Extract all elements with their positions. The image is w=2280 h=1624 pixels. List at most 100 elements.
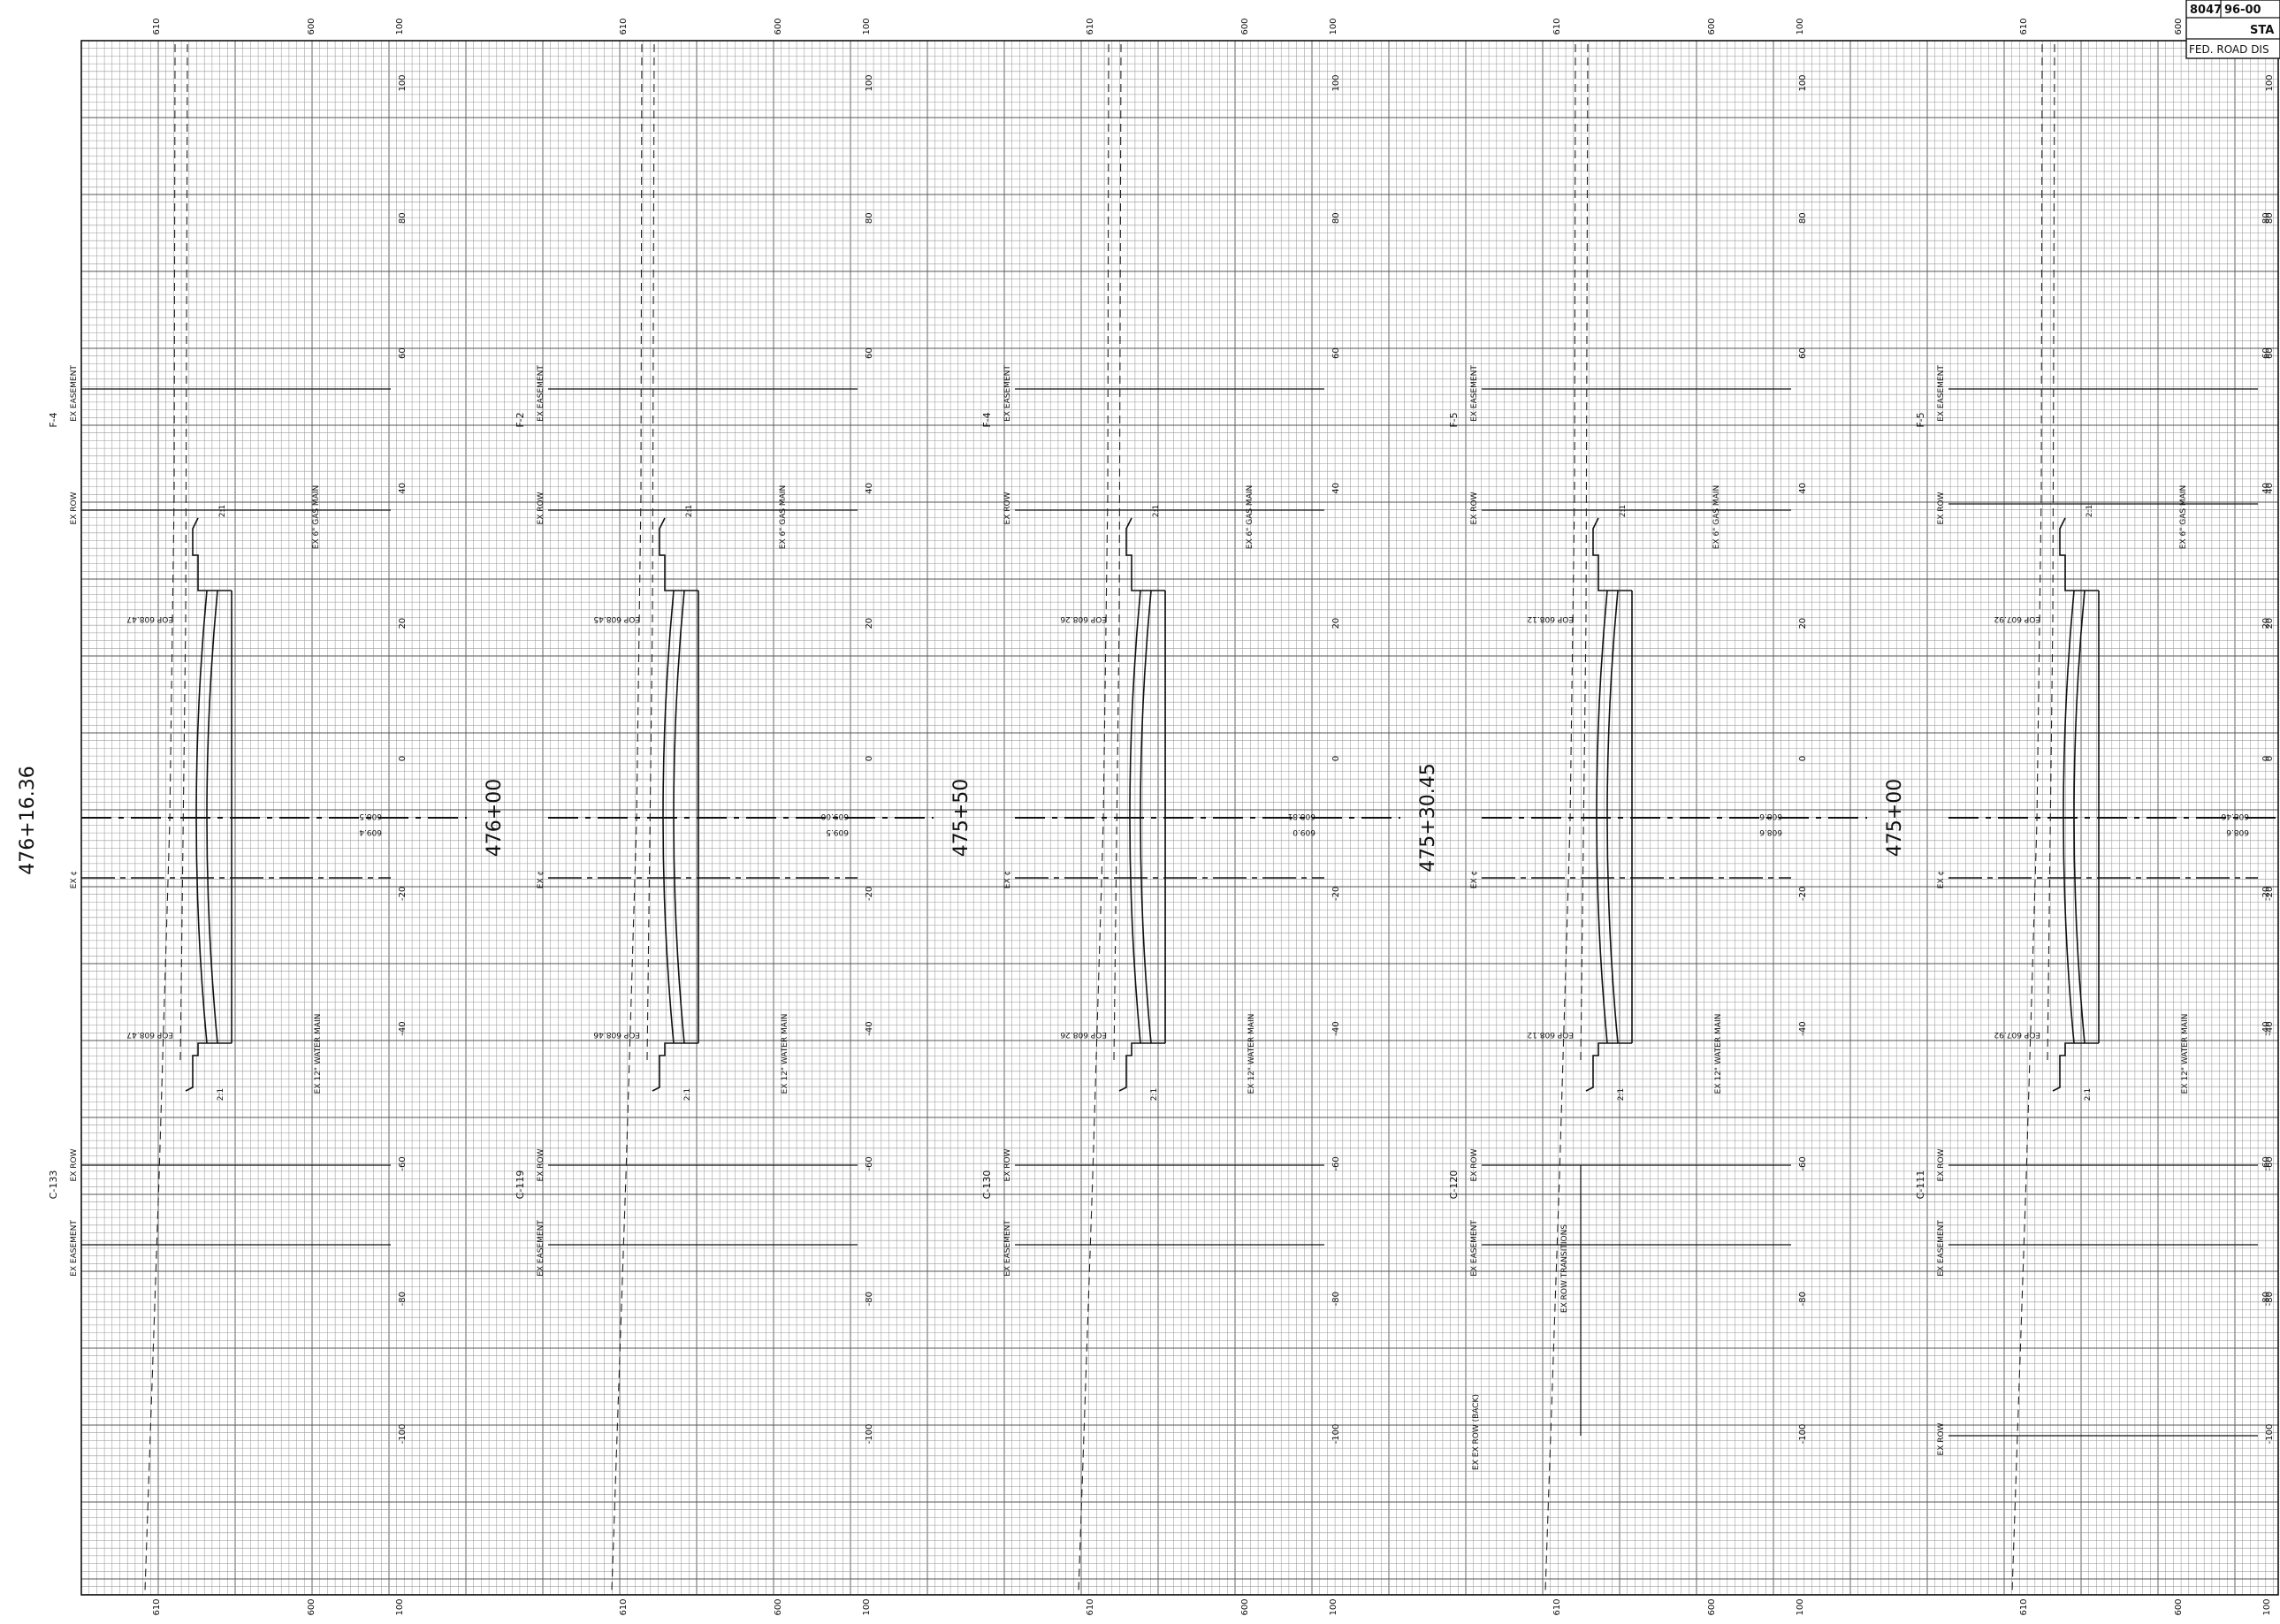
- right-scale-tick-label: 0: [2261, 756, 2271, 761]
- elevation-tick-label: 600: [307, 18, 316, 34]
- offset-tick-label: -60: [1798, 1156, 1808, 1170]
- eop-label-bottom: EOP 608.47: [126, 1030, 173, 1039]
- section-code-bottom: C-133: [48, 1170, 59, 1200]
- elevation-tick-label: 600: [1707, 18, 1717, 34]
- pavement-base: [2073, 590, 2086, 1044]
- offset-tick-label: 0: [865, 756, 874, 761]
- ex-row-label-top: EX ROW: [537, 492, 545, 524]
- slope-label-top: 2:1: [1619, 505, 1628, 517]
- section-code-top: F-5: [1448, 412, 1460, 427]
- gas-main-label: EX 6" GAS MAIN: [2179, 485, 2188, 549]
- axis-labels: 610610600600100100100806040200-20-40-60-…: [152, 18, 2275, 1615]
- offset-tick-label: 40: [2265, 483, 2275, 494]
- offset-tick-label: 60: [2265, 347, 2275, 359]
- elevation-tick-label: 610: [619, 1598, 629, 1615]
- ex-row-label-far: EX ROW: [1937, 1422, 1946, 1455]
- centerline-elevation-right: 609.5: [826, 827, 849, 836]
- offset-tick-label: -60: [1331, 1156, 1341, 1170]
- eop-label-bottom: EOP 608.12: [1527, 1030, 1574, 1039]
- elevation-tick-label: 610: [1552, 1598, 1562, 1615]
- cross-section-4: F-5 C-120 EX EASEMENT EX ROW EX ROW EX EASEME…: [1448, 43, 1867, 1592]
- ex-row-label-bottom: EX ROW: [1470, 1148, 1479, 1181]
- eop-label-bottom: EOP 608.26: [1060, 1030, 1107, 1039]
- offset-tick-label: 60: [398, 347, 408, 359]
- eop-label-top: EOP 608.47: [126, 614, 173, 623]
- elevation-tick-label: 610: [1086, 18, 1095, 34]
- offset-tick-label: 100: [398, 74, 408, 91]
- offset-tick-label: -100: [2265, 1424, 2275, 1445]
- grid-paper: [80, 40, 2278, 1595]
- station-labels: 476+16.36 476+00 475+50 475+30.45 475+00: [17, 763, 1906, 874]
- right-scale-tick-label: -40: [2261, 1021, 2271, 1035]
- slope-label-bottom: 2:1: [217, 1088, 225, 1101]
- offset-tick-label: 60: [865, 347, 874, 359]
- offset-tick-label: -100: [1331, 1424, 1341, 1445]
- offset-tick-label: 80: [1798, 212, 1808, 224]
- centerline-elevation-right: 608.6: [1759, 827, 1782, 836]
- curb-top: [659, 517, 674, 591]
- offset-tick-label: 40: [1798, 483, 1808, 494]
- elevation-tick-label: 100: [395, 1598, 405, 1615]
- elevation-tick-label: 100: [1329, 18, 1338, 34]
- slope-label-top: 2:1: [218, 505, 227, 517]
- curb-top: [2059, 517, 2074, 591]
- slope-label-top: 2:1: [685, 505, 694, 517]
- ex-easement-label-bottom: EX EASEMENT: [537, 1220, 545, 1277]
- station-label-1: 476+16.36: [17, 766, 39, 874]
- offset-tick-label: -40: [398, 1021, 408, 1035]
- eop-label-top: EOP 608.12: [1527, 614, 1574, 623]
- offset-tick-label: -60: [865, 1156, 874, 1170]
- ex-easement-label-top: EX EASEMENT: [537, 365, 545, 422]
- pavement-base: [1140, 590, 1152, 1044]
- centerline-elevation-right: 609.4: [359, 827, 382, 836]
- water-main-label: EX 12" WATER MAIN: [314, 1014, 323, 1094]
- right-scale-tick-label: -80: [2261, 1292, 2271, 1306]
- section-code-bottom: C-111: [1915, 1170, 1926, 1200]
- offset-tick-label: 60: [1331, 347, 1341, 359]
- offset-tick-label: 0: [2265, 756, 2275, 761]
- cross-section-3: F-4 C-130 EX EASEMENT EX ROW EX ROW EX EASEME…: [981, 43, 1400, 1592]
- offset-tick-label: 80: [1331, 212, 1341, 224]
- gas-main-label: EX 6" GAS MAIN: [779, 485, 788, 549]
- elevation-tick-label: 100: [2262, 1598, 2272, 1615]
- ex-easement-label-bottom: EX EASEMENT: [70, 1220, 79, 1277]
- offset-tick-label: 80: [398, 212, 408, 224]
- ex-row-label-bottom: EX ROW: [1003, 1148, 1012, 1181]
- elevation-tick-label: 600: [774, 1598, 783, 1615]
- station-label-5: 475+00: [1884, 779, 1906, 857]
- title-block: 8047 96-00 STA FED. ROAD DIS: [2185, 0, 2280, 59]
- row-transitions-label: EX ROW TRANSITIONS: [1560, 1224, 1569, 1313]
- slope-label-bottom: 2:1: [1150, 1088, 1159, 1101]
- elevation-tick-label: 100: [1329, 1598, 1338, 1615]
- elevation-tick-label: 610: [152, 1598, 162, 1615]
- elevation-tick-label: 100: [862, 1598, 872, 1615]
- pavement-surface: [662, 590, 675, 1044]
- elevation-tick-label: 600: [1240, 18, 1250, 34]
- offset-tick-label: 20: [1798, 618, 1808, 629]
- station-label-4: 475+30.45: [1417, 763, 1439, 872]
- centerline-elevation-left: 608.81: [1288, 812, 1316, 820]
- elevation-tick-label: 610: [1552, 18, 1562, 34]
- pavement-edges: [1607, 590, 1633, 1044]
- elevation-tick-label: 100: [1796, 18, 1805, 34]
- ex-easement-label-bottom: EX EASEMENT: [1937, 1220, 1946, 1277]
- offset-tick-label: -100: [865, 1424, 874, 1445]
- pavement-edges: [674, 590, 699, 1044]
- elevation-tick-label: 610: [619, 18, 629, 34]
- cross-section-1: F-4 C-133 EX EASEMENT EX ROW EX ROW EX EASEME…: [48, 43, 467, 1592]
- curb-top: [192, 517, 207, 591]
- title-cell-district: FED. ROAD DIS: [2189, 43, 2269, 56]
- station-label-3: 475+50: [950, 779, 972, 857]
- pavement-edges: [2074, 590, 2100, 1044]
- offset-tick-label: -20: [2265, 887, 2275, 901]
- gas-main-label: EX 6" GAS MAIN: [312, 485, 321, 549]
- section-code-bottom: C-130: [981, 1170, 993, 1200]
- water-main-label: EX 12" WATER MAIN: [1247, 1014, 1256, 1094]
- offset-tick-label: 60: [1798, 347, 1808, 359]
- offset-tick-label: -40: [2265, 1021, 2275, 1035]
- ex-easement-label-top: EX EASEMENT: [1937, 365, 1946, 422]
- ex-easement-label-top: EX EASEMENT: [1470, 365, 1479, 422]
- centerline-elevation-right: 609.0: [1293, 827, 1315, 836]
- elevation-tick-label: 610: [1086, 1598, 1095, 1615]
- offset-tick-label: 20: [865, 618, 874, 629]
